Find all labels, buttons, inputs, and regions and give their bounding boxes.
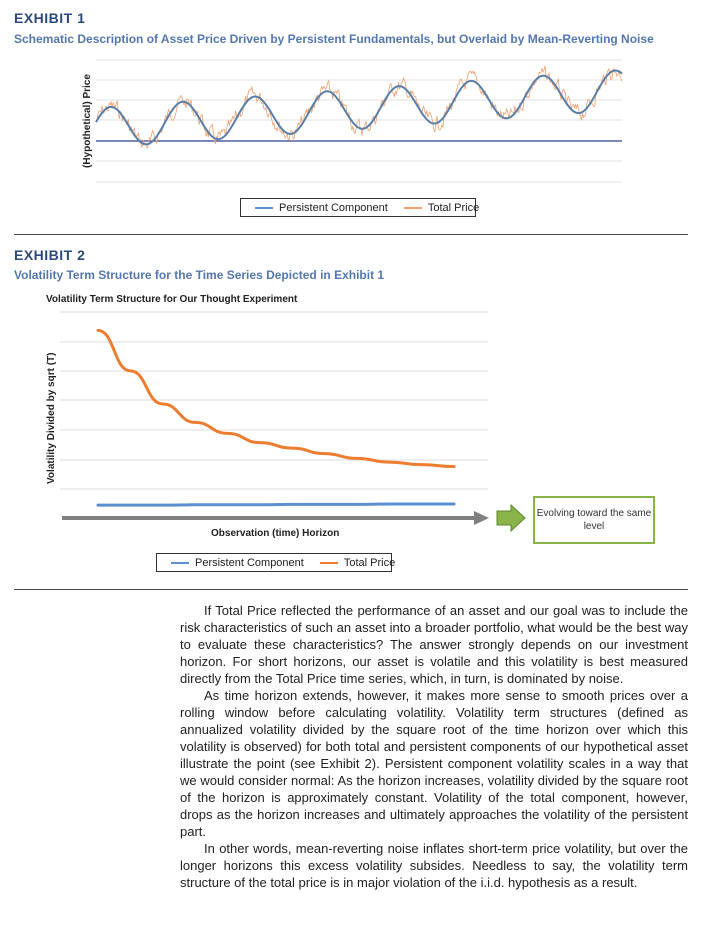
exhibit-2-series [96,328,456,507]
exhibit-1-grid [96,59,622,183]
callout-arrow-icon [496,503,526,533]
callout-box: Evolving toward the same level [533,496,655,544]
exhibit-2-label: EXHIBIT 2 [14,247,86,263]
legend-label-total: Total Price [343,556,396,569]
paragraph-1: If Total Price reflected the performance… [180,603,688,686]
exhibit-2-ylabel: Volatility Divided by sqrt (T) [46,352,57,485]
legend-label-total: Total Price [427,201,480,214]
persistent-component-line [95,69,623,146]
exhibit-2-x-axis [62,503,526,533]
exhibit-2-grid [60,311,488,490]
legend-item-total: Total Price [319,556,396,569]
exhibit-1-legend: Persistent Component Total Price [240,198,480,217]
persistent-component-vol-line [96,502,456,507]
total-swatch [403,206,422,209]
divider-2 [14,589,688,590]
legend-item-persistent: Persistent Component [255,202,388,214]
exhibit-2-legend: Persistent Component Total Price [156,553,396,572]
exhibit-1-series [95,65,623,149]
legend-item-persistent: Persistent Component [171,557,304,569]
exhibit-1-title: Schematic Description of Asset Price Dri… [14,32,654,46]
legend-item-total: Total Price [403,201,480,214]
exhibit-2-title: Volatility Term Structure for the Time S… [14,268,385,282]
body-text: If Total Price reflected the performance… [180,602,688,891]
persistent-swatch [255,206,273,209]
total-price-vol-line [96,328,456,468]
exhibit-2-xlabel: Observation (time) Horizon [211,528,340,539]
divider-1 [14,234,688,235]
paragraph-3: In other words, mean-reverting noise inf… [180,841,688,890]
total-price-line [95,65,623,149]
exhibit-1-label: EXHIBIT 1 [14,10,86,26]
exhibit-2-chart-title: Volatility Term Structure for Our Though… [46,294,298,305]
legend-label-persistent: Persistent Component [279,201,388,214]
total-swatch [319,561,338,564]
legend-label-persistent: Persistent Component [195,556,304,569]
paragraph-2: As time horizon extends, however, it mak… [180,688,688,839]
persistent-swatch [171,561,189,564]
callout-text: Evolving toward the same level [536,508,652,532]
x-axis-arrowhead [474,511,489,525]
